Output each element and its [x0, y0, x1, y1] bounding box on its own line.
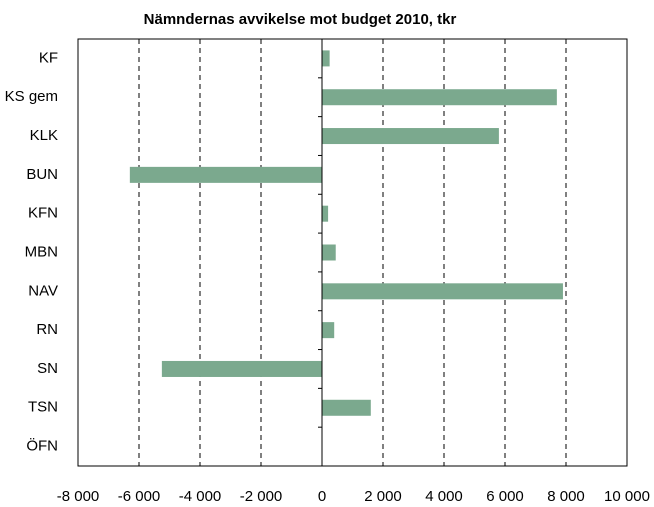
y-tick-label: RN — [36, 321, 58, 338]
bar — [322, 89, 557, 106]
y-tick-label: TSN — [28, 399, 58, 416]
x-tick-label: 6 000 — [486, 488, 524, 505]
x-tick-label: 2 000 — [364, 488, 402, 505]
y-tick-label: KF — [39, 49, 58, 66]
x-tick-label: 4 000 — [425, 488, 463, 505]
bar — [322, 244, 336, 261]
bar — [322, 128, 499, 145]
x-tick-label: 10 000 — [604, 488, 650, 505]
bar — [161, 360, 322, 377]
bar — [322, 399, 371, 416]
bar — [322, 322, 335, 339]
y-tick-label: SN — [37, 360, 58, 377]
x-tick-label: -6 000 — [118, 488, 161, 505]
plot-frame — [77, 38, 628, 467]
bar — [129, 166, 322, 183]
y-tick-label: BUN — [26, 166, 58, 183]
x-tick-label: -2 000 — [240, 488, 283, 505]
x-tick-label: 0 — [318, 488, 326, 505]
chart-title: Nämndernas avvikelse mot budget 2010, tk… — [144, 11, 457, 28]
bar — [322, 205, 329, 222]
y-tick-label: KLK — [30, 127, 58, 144]
y-tick-label: KFN — [28, 205, 58, 222]
x-tick-label: 8 000 — [547, 488, 585, 505]
y-tick-label: KS gem — [5, 88, 58, 105]
bar — [322, 283, 563, 300]
x-tick-label: -8 000 — [57, 488, 100, 505]
bar — [322, 50, 330, 67]
y-tick-label: MBN — [25, 243, 58, 260]
x-tick-label: -4 000 — [179, 488, 222, 505]
y-tick-label: ÖFN — [26, 437, 58, 455]
y-tick-label: NAV — [28, 282, 58, 299]
